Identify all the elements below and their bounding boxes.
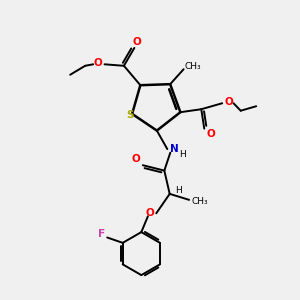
Text: CH₃: CH₃ <box>191 197 208 206</box>
Text: O: O <box>132 154 141 164</box>
Text: O: O <box>206 129 215 139</box>
Text: S: S <box>126 110 134 120</box>
Text: O: O <box>145 208 154 218</box>
Text: O: O <box>133 37 142 47</box>
Text: CH₃: CH₃ <box>185 62 202 71</box>
Text: H: H <box>175 186 182 195</box>
Text: N: N <box>169 144 178 154</box>
Text: H: H <box>179 150 186 159</box>
Text: F: F <box>98 230 105 239</box>
Text: O: O <box>224 97 233 107</box>
Text: O: O <box>94 58 102 68</box>
